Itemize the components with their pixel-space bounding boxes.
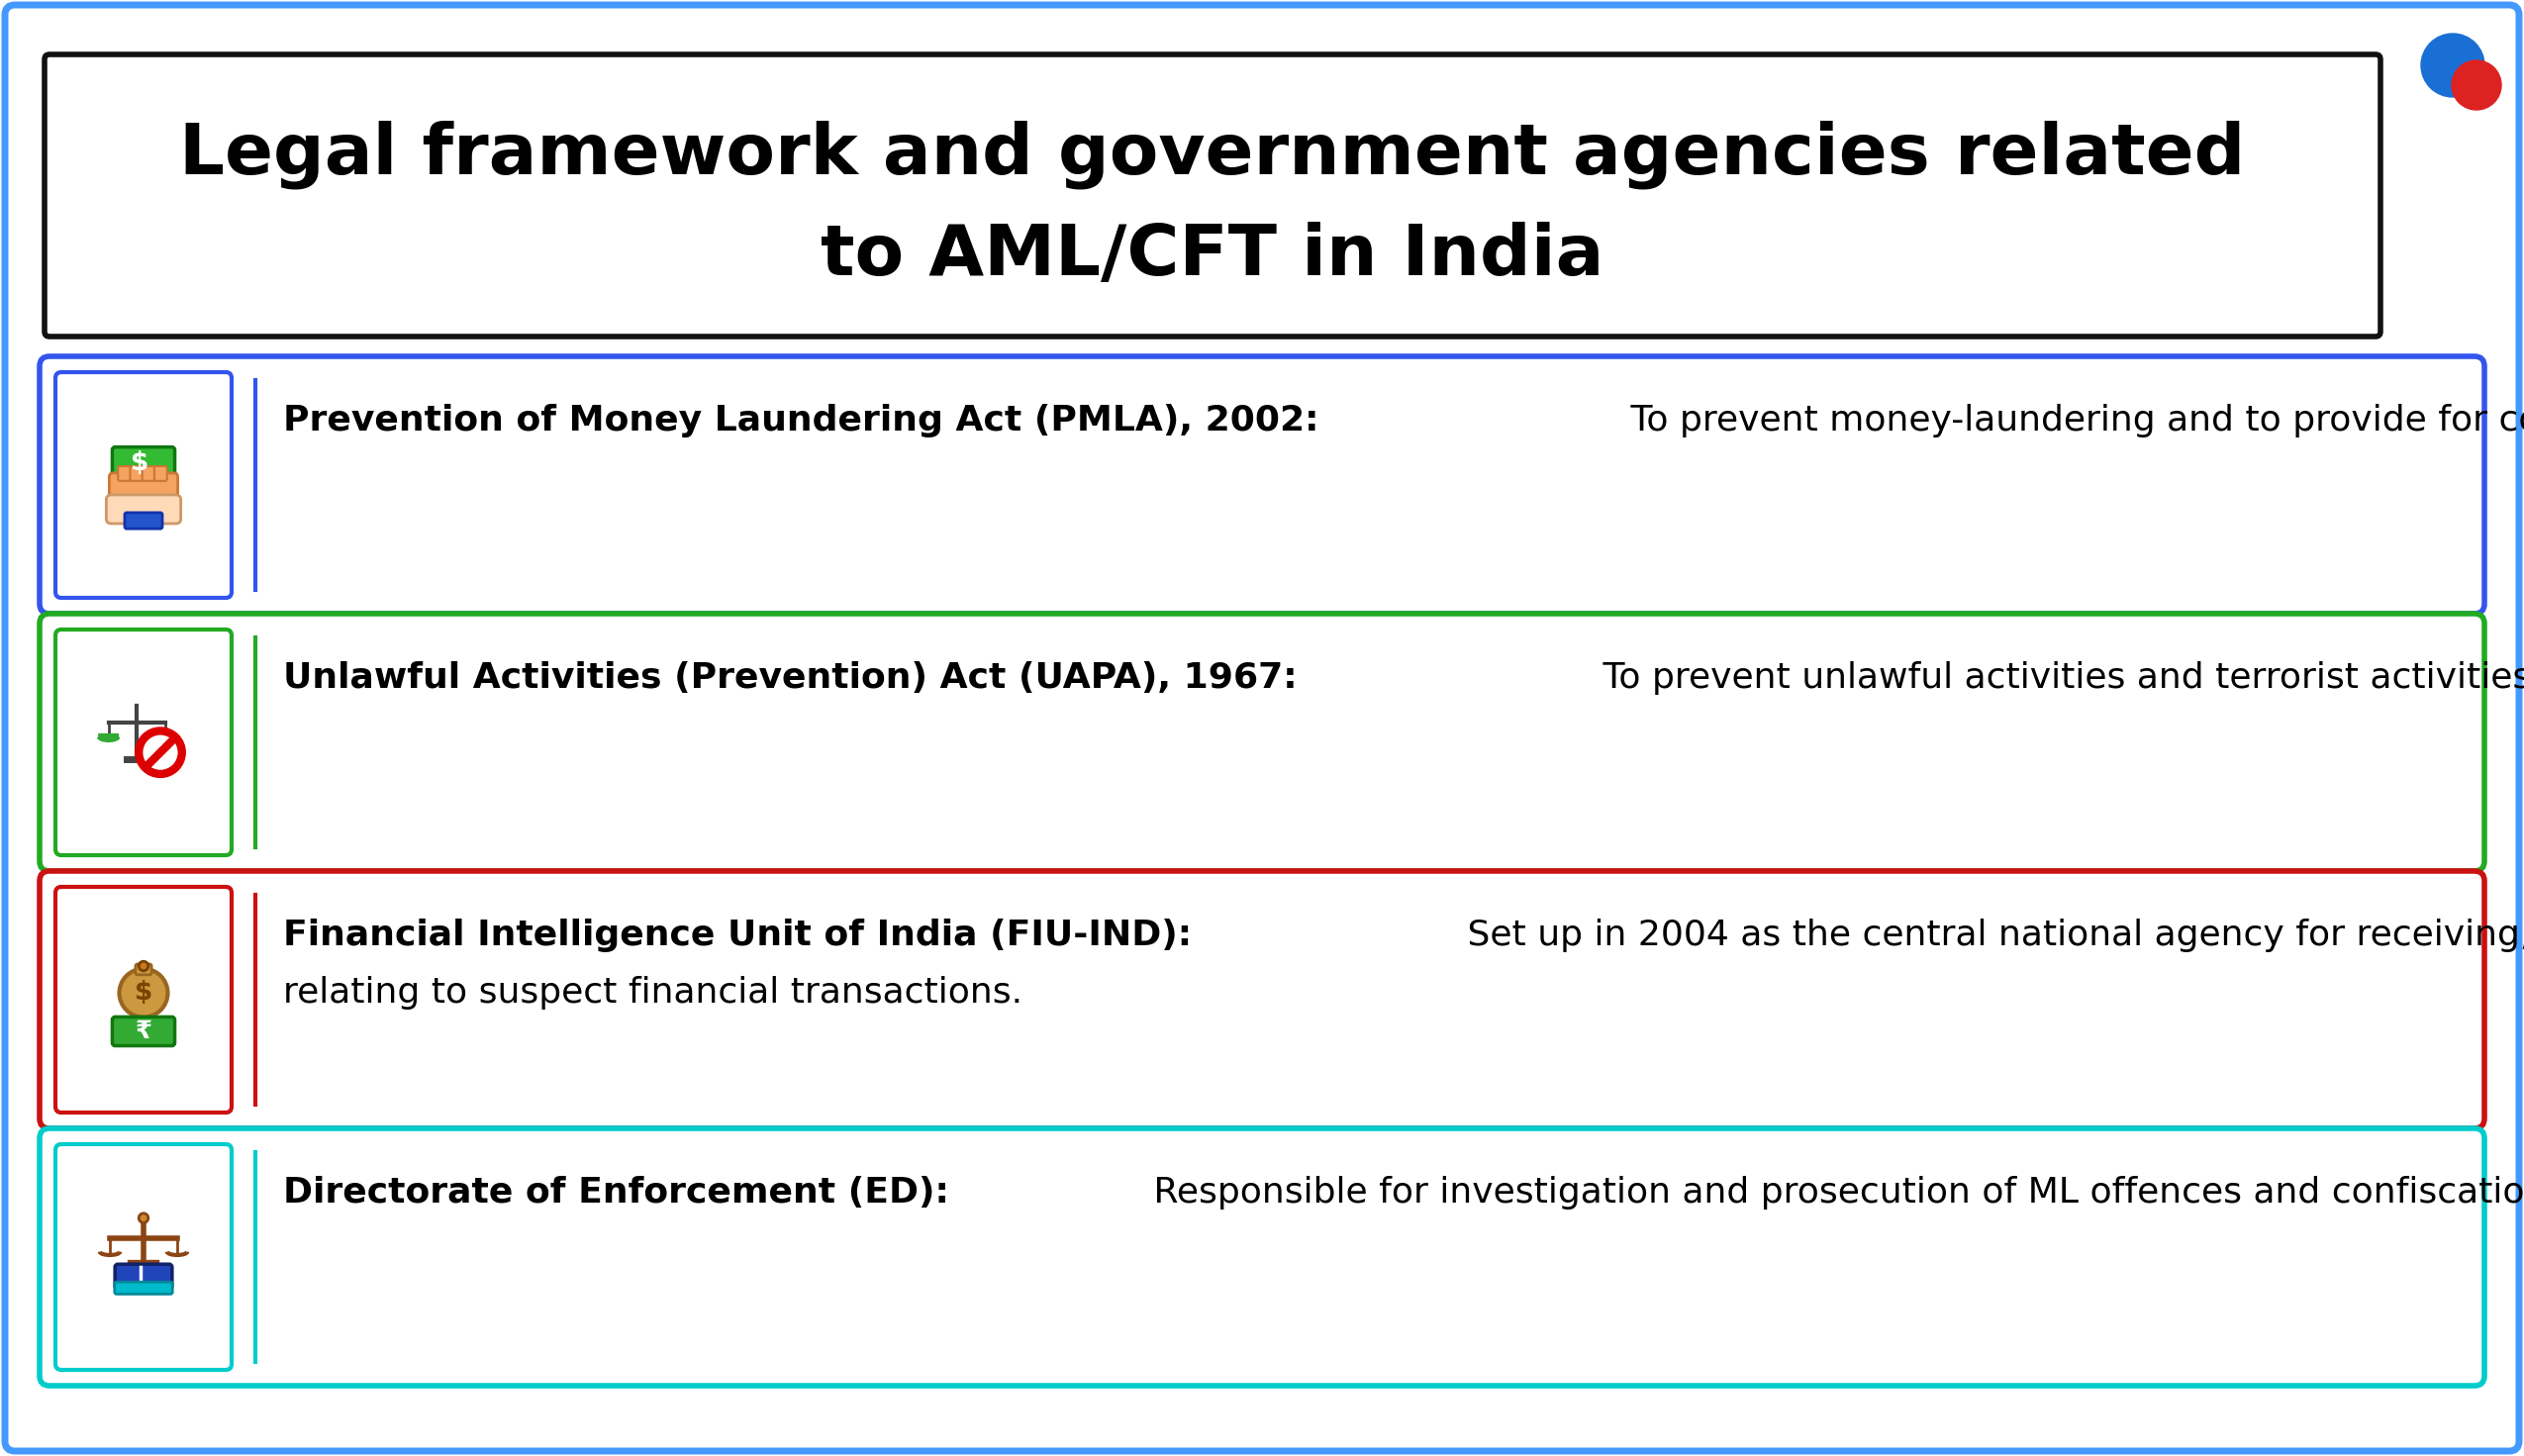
FancyBboxPatch shape: [114, 1281, 172, 1294]
FancyBboxPatch shape: [40, 1128, 2484, 1386]
FancyBboxPatch shape: [40, 613, 2484, 871]
FancyBboxPatch shape: [141, 466, 154, 480]
Circle shape: [139, 961, 149, 971]
Circle shape: [139, 1213, 149, 1223]
Text: to AML/CFT in India: to AML/CFT in India: [820, 221, 1605, 290]
Text: To prevent unlawful activities and terrorist activities including terrorist fina: To prevent unlawful activities and terro…: [1593, 661, 2524, 695]
FancyBboxPatch shape: [56, 887, 232, 1112]
Circle shape: [2421, 33, 2484, 98]
Text: Prevention of Money Laundering Act (PMLA), 2002:: Prevention of Money Laundering Act (PMLA…: [283, 403, 1320, 437]
Text: Responsible for investigation and prosecution of ML offences and confiscation of: Responsible for investigation and prosec…: [1143, 1176, 2524, 1210]
Circle shape: [139, 731, 182, 775]
FancyBboxPatch shape: [40, 357, 2484, 613]
FancyBboxPatch shape: [45, 54, 2380, 336]
Text: Directorate of Enforcement (ED):: Directorate of Enforcement (ED):: [283, 1176, 949, 1210]
Text: relating to suspect financial transactions.: relating to suspect financial transactio…: [283, 976, 1022, 1009]
Circle shape: [2451, 60, 2501, 109]
FancyBboxPatch shape: [116, 1264, 172, 1289]
Text: To prevent money-laundering and to provide for confiscation of property involved: To prevent money-laundering and to provi…: [1620, 403, 2524, 437]
Text: $: $: [134, 980, 151, 1006]
FancyBboxPatch shape: [136, 964, 151, 974]
FancyBboxPatch shape: [124, 513, 162, 529]
FancyBboxPatch shape: [5, 4, 2519, 1452]
Text: Financial Intelligence Unit of India (FIU-IND):: Financial Intelligence Unit of India (FI…: [283, 919, 1191, 952]
FancyBboxPatch shape: [98, 734, 119, 740]
FancyBboxPatch shape: [154, 466, 167, 480]
Text: Unlawful Activities (Prevention) Act (UAPA), 1967:: Unlawful Activities (Prevention) Act (UA…: [283, 661, 1297, 695]
FancyBboxPatch shape: [56, 373, 232, 598]
FancyBboxPatch shape: [40, 871, 2484, 1128]
Circle shape: [119, 968, 167, 1018]
FancyBboxPatch shape: [106, 495, 182, 524]
FancyBboxPatch shape: [119, 466, 131, 480]
Text: Set up in 2004 as the central national agency for receiving, processing, analysi: Set up in 2004 as the central national a…: [1456, 919, 2524, 952]
FancyBboxPatch shape: [111, 447, 174, 479]
Text: ₹: ₹: [136, 1019, 151, 1042]
FancyBboxPatch shape: [111, 1016, 174, 1045]
Text: Legal framework and government agencies related: Legal framework and government agencies …: [179, 121, 2246, 189]
Text: $: $: [131, 450, 149, 476]
FancyBboxPatch shape: [56, 1144, 232, 1370]
FancyBboxPatch shape: [109, 473, 177, 501]
FancyBboxPatch shape: [131, 466, 144, 480]
FancyBboxPatch shape: [56, 629, 232, 855]
